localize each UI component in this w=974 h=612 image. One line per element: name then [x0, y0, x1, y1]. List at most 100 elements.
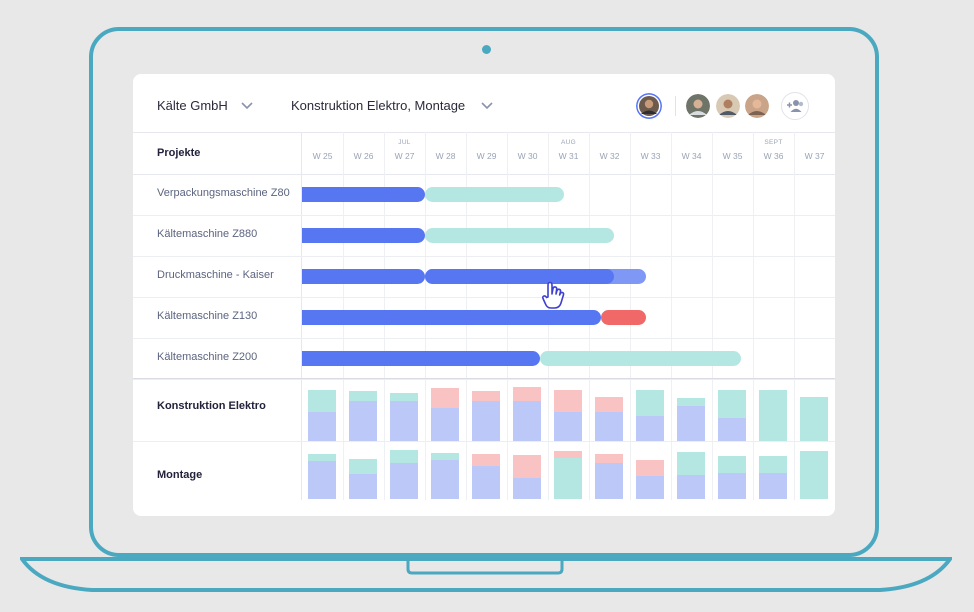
timeline-bar[interactable] — [539, 351, 741, 366]
capacity-bar-blue — [677, 405, 705, 442]
capacity-bar-teal — [718, 455, 746, 474]
month-label: JUL — [398, 139, 411, 146]
capacity-bar-teal — [308, 453, 336, 461]
project-name[interactable]: Druckmaschine - Kaiser — [157, 269, 274, 281]
week-label: W 33 — [640, 151, 661, 161]
add-user-button[interactable] — [781, 92, 809, 120]
capacity-bar-teal — [800, 451, 828, 499]
week-label: W 35 — [722, 151, 743, 161]
week-label: W 26 — [353, 151, 374, 161]
capacity-bar-red — [513, 386, 541, 402]
capacity-bar-blue — [431, 459, 459, 499]
project-name[interactable]: Kältemaschine Z200 — [157, 351, 258, 363]
user-avatar-active[interactable] — [636, 93, 662, 119]
capacity-bar-blue — [472, 466, 500, 499]
week-label: W 31 — [558, 151, 579, 161]
capacity-bar-red — [472, 391, 500, 402]
company-selector[interactable]: Kälte GmbH — [157, 98, 228, 113]
capacity-bar-blue — [677, 475, 705, 499]
capacity-bar-blue — [636, 416, 664, 442]
capacity-bar-blue — [349, 474, 377, 499]
capacity-bar-red — [636, 459, 664, 476]
capacity-bar-blue — [390, 401, 418, 442]
capacity-bar-blue — [554, 411, 582, 442]
team-selector[interactable]: Konstruktion Elektro, Montage — [291, 98, 466, 113]
capacity-bar-teal — [759, 455, 787, 474]
team-member-avatar-2[interactable] — [716, 94, 740, 118]
capacity-bar-blue — [718, 473, 746, 499]
capacity-bar-blue — [513, 401, 541, 442]
project-row[interactable] — [133, 256, 835, 298]
laptop-base — [20, 557, 952, 592]
resource-label: Montage — [157, 469, 203, 481]
capacity-bar-teal — [677, 398, 705, 406]
project-row[interactable] — [133, 297, 835, 339]
month-label: AUG — [561, 139, 576, 146]
timeline-bar[interactable] — [425, 269, 614, 284]
capacity-bar-blue — [595, 462, 623, 499]
capacity-bar-blue — [431, 407, 459, 442]
capacity-bar-blue — [759, 473, 787, 499]
capacity-bar-teal — [390, 450, 418, 463]
week-gridline — [671, 132, 672, 500]
week-label: W 29 — [476, 151, 497, 161]
projects-column-title: Projekte — [157, 147, 201, 159]
camera-dot — [482, 45, 491, 54]
week-label: W 28 — [435, 151, 456, 161]
top-toolbar: Kälte GmbH Konstruktion Elektro, Montage — [133, 74, 835, 133]
timeline-bar[interactable] — [302, 351, 540, 366]
capacity-bar-red — [431, 387, 459, 408]
capacity-bar-red — [595, 453, 623, 463]
capacity-bar-blue — [472, 401, 500, 442]
capacity-bar-teal — [677, 451, 705, 475]
capacity-bar-teal — [349, 391, 377, 402]
project-name[interactable]: Kältemaschine Z130 — [157, 310, 258, 322]
capacity-bar-teal — [554, 457, 582, 499]
capacity-bar-teal — [759, 390, 787, 442]
timeline-bar[interactable] — [425, 187, 565, 202]
capacity-bar-red — [472, 453, 500, 467]
project-row[interactable] — [133, 215, 835, 257]
timeline-bar[interactable] — [302, 269, 425, 284]
capacity-bar-teal — [718, 390, 746, 419]
week-label: W 30 — [517, 151, 538, 161]
capacity-bar-teal — [636, 390, 664, 416]
project-name[interactable]: Kältemaschine Z880 — [157, 228, 258, 240]
timeline-bar[interactable] — [302, 187, 425, 202]
week-label: W 27 — [394, 151, 415, 161]
timeline-bar[interactable] — [302, 228, 425, 243]
project-row[interactable] — [133, 338, 835, 380]
capacity-bar-blue — [636, 475, 664, 499]
timeline-bar[interactable] — [601, 310, 647, 325]
team-member-avatar-1[interactable] — [686, 94, 710, 118]
week-gridline — [753, 132, 754, 500]
timeline-bar[interactable] — [302, 310, 602, 325]
month-label: SEPT — [764, 139, 783, 146]
capacity-bar-teal — [308, 390, 336, 412]
capacity-bar-blue — [513, 477, 541, 499]
week-label: W 34 — [681, 151, 702, 161]
week-gridline — [712, 132, 713, 500]
capacity-bar-teal — [431, 452, 459, 460]
week-label: W 25 — [312, 151, 333, 161]
week-gridline — [794, 132, 795, 500]
timeline-bar[interactable] — [425, 228, 614, 243]
capacity-bar-blue — [390, 462, 418, 499]
chevron-down-icon[interactable] — [480, 101, 494, 111]
capacity-bar-blue — [308, 460, 336, 499]
capacity-bar-red — [554, 390, 582, 412]
team-member-avatar-3[interactable] — [745, 94, 769, 118]
avatar-divider — [675, 96, 676, 116]
capacity-bar-red — [595, 397, 623, 412]
capacity-bar-blue — [595, 411, 623, 442]
timeline-header — [133, 132, 835, 175]
chevron-down-icon[interactable] — [240, 101, 254, 111]
capacity-bar-teal — [800, 397, 828, 442]
week-label: W 36 — [763, 151, 784, 161]
resource-separator — [133, 378, 835, 379]
column-divider — [301, 132, 302, 500]
capacity-bar-blue — [718, 418, 746, 442]
project-row[interactable] — [133, 174, 835, 216]
project-name[interactable]: Verpackungsmaschine Z80 — [157, 187, 290, 199]
add-user-icon — [787, 100, 804, 112]
